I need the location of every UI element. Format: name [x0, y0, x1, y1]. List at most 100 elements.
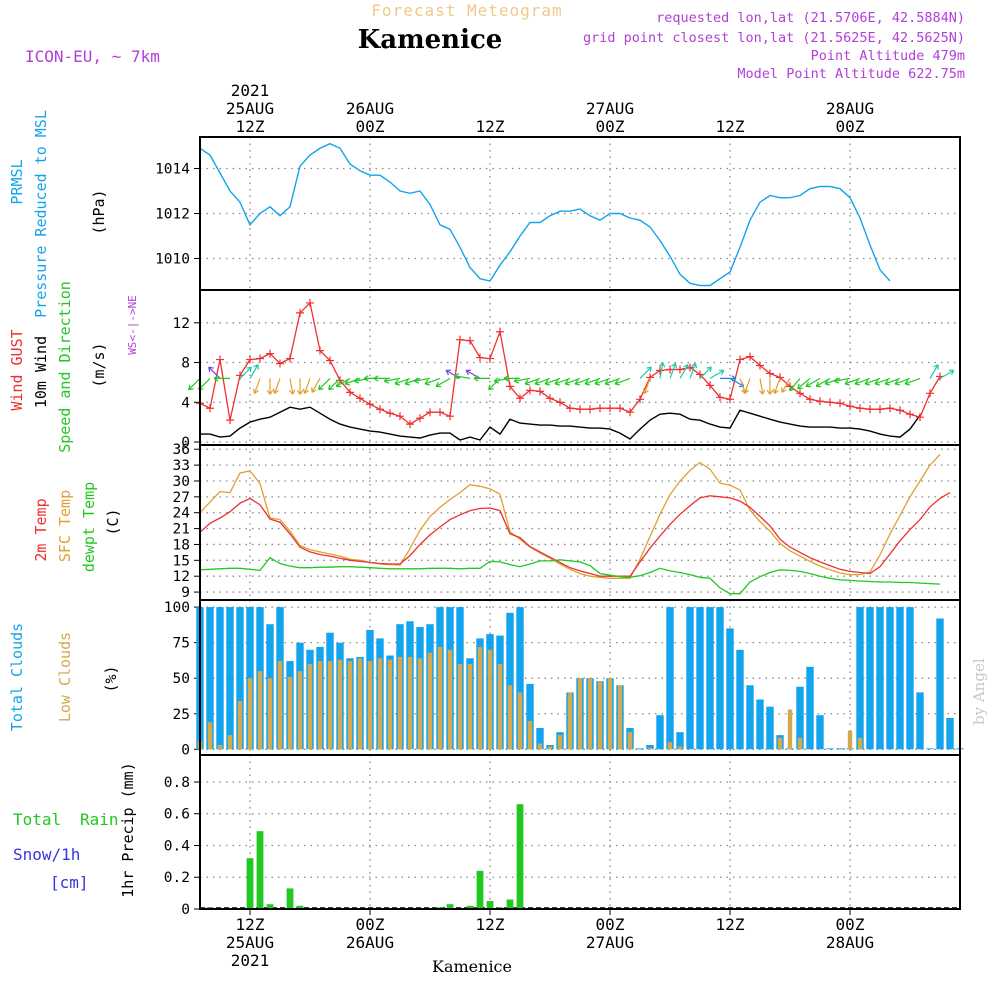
total-cloud-bar: [926, 748, 934, 750]
y-tick-label: 30: [173, 474, 190, 490]
sfc-temp-line: [199, 454, 941, 579]
low-cloud-bar: [417, 658, 423, 750]
gust-point: [446, 412, 454, 421]
gust-point: [926, 389, 934, 398]
precip-bar: [466, 905, 474, 909]
gust-point: [606, 404, 614, 413]
y-tick-label: 1012: [155, 207, 190, 223]
gust-point: [576, 405, 584, 414]
temp-unit-label: (C): [104, 508, 122, 535]
gust-point: [886, 404, 894, 413]
gust-point: [206, 404, 214, 413]
wind-direction-arrow: [574, 377, 591, 386]
wind-direction-arrow: [344, 377, 361, 386]
bottom-time-label: 00Z: [596, 915, 625, 934]
total-cloud-bar: [696, 607, 704, 750]
gust-point: [876, 405, 884, 414]
top-time-label: 12Z: [476, 117, 505, 136]
total-cloud-bar: [716, 607, 724, 750]
low-cloud-bar: [257, 671, 263, 750]
total-cloud-bar: [636, 748, 644, 750]
gust-point: [746, 352, 754, 361]
rain-label: Rain: [80, 810, 119, 829]
wind-direction-arrow: [266, 378, 274, 395]
gust-point: [836, 399, 844, 408]
wind-direction-arrow: [929, 364, 939, 379]
sfc-temp-label: SFC Temp: [56, 490, 74, 562]
total-cloud-bar: [856, 607, 864, 750]
low-cloud-bar: [587, 678, 593, 750]
total-cloud-bar: [766, 706, 774, 750]
low-cloud-bar: [357, 658, 363, 750]
y-tick-label: 21: [173, 522, 190, 538]
gust-point: [226, 416, 234, 425]
total-cloud-bar: [866, 607, 874, 750]
low-cloud-bar: [267, 678, 273, 750]
wind-direction-arrow: [544, 377, 561, 386]
y-tick-label: 12: [173, 569, 190, 585]
low-cloud-bar: [477, 646, 483, 750]
snow-label: Snow/1h: [13, 845, 80, 864]
panel-frame: [199, 289, 961, 446]
low-cloud-bar: [847, 730, 853, 750]
wind-direction-arrow: [594, 377, 611, 386]
low-cloud-bar: [457, 664, 463, 750]
low-cloud-bar: [387, 659, 393, 750]
gust-point: [386, 409, 394, 418]
gust-point: [536, 387, 544, 396]
wind-direction-arrow: [524, 377, 541, 386]
total-cloud-bar: [216, 607, 224, 750]
wind-direction-arrow: [789, 378, 801, 392]
panel-frame: [199, 136, 961, 291]
gust-point: [436, 408, 444, 417]
grid-point-coords: grid point closest lon,lat (21.5625E, 42…: [583, 30, 965, 46]
total-cloud-bar: [516, 607, 524, 750]
wind-direction-arrow: [874, 377, 891, 386]
gust-point: [466, 336, 474, 345]
gust-point: [356, 394, 364, 403]
gust-point: [716, 393, 724, 402]
top-time-label: 27AUG: [586, 99, 634, 118]
total-cloud-bar: [526, 683, 534, 750]
low-cloud-bar: [307, 664, 313, 750]
precip-bar: [506, 899, 514, 909]
top-time-label: 2021: [231, 81, 270, 100]
bottom-time-label: 27AUG: [586, 933, 634, 952]
y-tick-label: 50: [173, 671, 190, 687]
precip-bar: [516, 804, 524, 909]
top-time-label: 25AUG: [226, 99, 274, 118]
wind-direction-arrow: [939, 369, 955, 379]
low-cloud-bar: [367, 661, 373, 750]
y-tick-label: 12: [173, 316, 190, 332]
y-tick-label: 75: [173, 636, 190, 652]
total-clouds-label: Total Clouds: [8, 623, 26, 731]
wind-direction-arrow: [249, 364, 259, 379]
gust-point: [546, 394, 554, 403]
compass-north: N: [126, 302, 139, 309]
y-tick-label: 8: [181, 356, 190, 372]
wind-direction-arrow: [833, 377, 851, 384]
gust-point: [246, 355, 254, 364]
gust-point: [686, 363, 694, 372]
precip-bar: [296, 905, 304, 909]
gust-point: [636, 395, 644, 404]
wind-direction-arrow: [296, 378, 304, 395]
low-cloud-bar: [617, 685, 623, 750]
wind-direction-arrow: [404, 377, 421, 386]
wind-direction-arrow: [709, 369, 725, 379]
compass-west-east: W <-|-> E: [126, 295, 139, 355]
wind-direction-arrow: [766, 378, 774, 395]
low-cloud-bar: [667, 742, 673, 750]
y-tick-label: 0.6: [164, 807, 190, 823]
total-cloud-bar: [726, 628, 734, 750]
bottom-time-label: 00Z: [356, 915, 385, 934]
total-cloud-bar: [936, 618, 944, 750]
total-cloud-bar: [876, 607, 884, 750]
total-cloud-bar: [246, 607, 254, 750]
total-cloud-bar: [226, 607, 234, 750]
gust-point: [506, 382, 514, 391]
gust-point: [376, 405, 384, 414]
wind-direction-arrow: [584, 377, 601, 386]
title-small: Forecast Meteogram: [371, 1, 562, 20]
wind-direction-arrow: [639, 366, 652, 379]
